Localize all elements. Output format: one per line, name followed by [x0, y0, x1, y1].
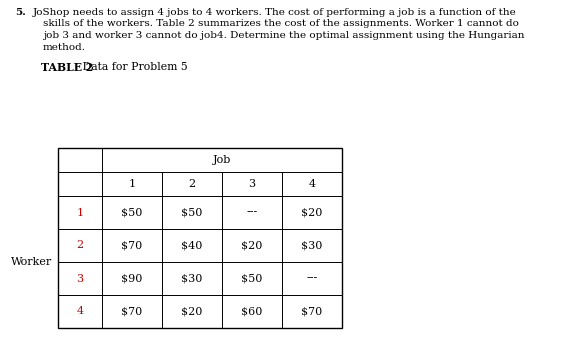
Text: 5.: 5.: [15, 8, 26, 17]
Text: 3: 3: [249, 179, 255, 189]
Text: 3: 3: [76, 273, 84, 283]
Text: 1: 1: [129, 179, 135, 189]
Text: $50: $50: [121, 208, 143, 218]
Text: $40: $40: [181, 240, 203, 251]
Text: $20: $20: [301, 208, 323, 218]
Text: $90: $90: [121, 273, 143, 283]
Text: skills of the workers. Table 2 summarizes the cost of the assignments. Worker 1 : skills of the workers. Table 2 summarize…: [43, 19, 519, 29]
Text: JoShop needs to assign 4 jobs to 4 workers. The cost of performing a job is a fu: JoShop needs to assign 4 jobs to 4 worke…: [33, 8, 517, 17]
Text: $50: $50: [181, 208, 203, 218]
Text: 4: 4: [76, 307, 84, 316]
Text: $20: $20: [181, 307, 203, 316]
Text: 4: 4: [308, 179, 316, 189]
Text: method.: method.: [43, 43, 86, 51]
Text: $70: $70: [121, 307, 142, 316]
Text: $70: $70: [121, 240, 142, 251]
Bar: [58, 148, 342, 328]
Text: ---: ---: [246, 208, 258, 218]
Text: job 3 and worker 3 cannot do job4. Determine the optimal assignment using the Hu: job 3 and worker 3 cannot do job4. Deter…: [43, 31, 525, 40]
Text: $60: $60: [241, 307, 263, 316]
Text: $70: $70: [301, 307, 323, 316]
Text: $50: $50: [241, 273, 263, 283]
Text: 1: 1: [76, 208, 84, 218]
Text: Job: Job: [213, 155, 231, 165]
Text: 2: 2: [76, 240, 84, 251]
Text: ---: ---: [307, 273, 317, 283]
Text: Worker: Worker: [11, 257, 52, 267]
Text: 2: 2: [188, 179, 196, 189]
Text: $30: $30: [181, 273, 203, 283]
Text: Data for Problem 5: Data for Problem 5: [79, 62, 188, 72]
Text: $20: $20: [241, 240, 263, 251]
Text: TABLE 2: TABLE 2: [41, 62, 93, 73]
Text: $30: $30: [301, 240, 323, 251]
